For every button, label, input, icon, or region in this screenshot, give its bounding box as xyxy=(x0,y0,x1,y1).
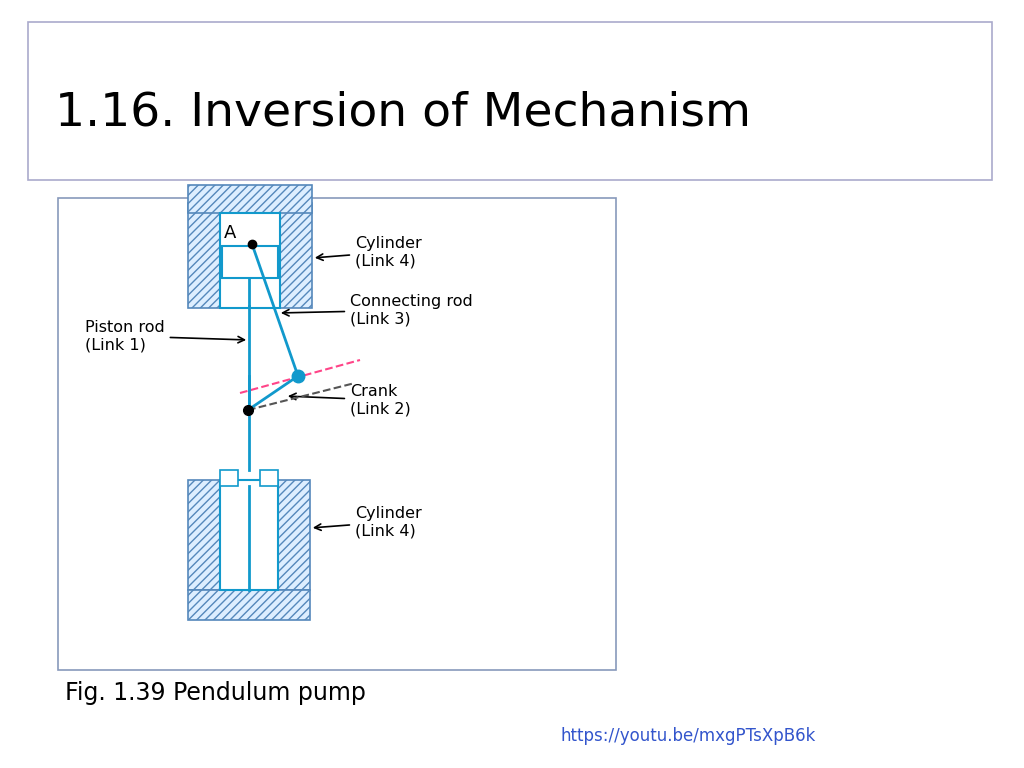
Text: Connecting rod
(Link 3): Connecting rod (Link 3) xyxy=(283,294,473,326)
Text: Fig. 1.39 Pendulum pump: Fig. 1.39 Pendulum pump xyxy=(65,681,366,705)
Bar xyxy=(188,480,220,590)
Bar xyxy=(188,590,310,620)
Bar xyxy=(222,246,278,278)
Bar xyxy=(220,480,278,590)
Bar xyxy=(188,185,312,213)
Bar xyxy=(220,213,280,308)
Text: A: A xyxy=(224,224,237,242)
Text: Crank
(Link 2): Crank (Link 2) xyxy=(290,384,411,416)
Bar xyxy=(58,198,616,670)
Text: https://youtu.be/mxgPTsXpB6k: https://youtu.be/mxgPTsXpB6k xyxy=(560,727,815,745)
Bar xyxy=(278,480,310,590)
Bar xyxy=(220,470,238,486)
Bar xyxy=(28,22,992,180)
Bar xyxy=(260,470,278,486)
Bar xyxy=(280,203,312,308)
Text: Cylinder
(Link 4): Cylinder (Link 4) xyxy=(314,506,422,538)
Bar xyxy=(188,203,220,308)
Text: Cylinder
(Link 4): Cylinder (Link 4) xyxy=(316,236,422,268)
Text: Piston rod
(Link 1): Piston rod (Link 1) xyxy=(85,319,245,353)
Text: 1.16. Inversion of Mechanism: 1.16. Inversion of Mechanism xyxy=(55,91,751,135)
